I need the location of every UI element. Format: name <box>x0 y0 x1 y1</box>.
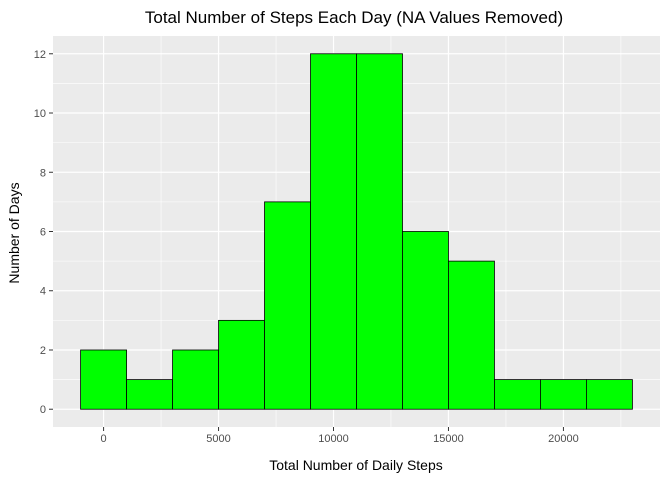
y-tick-label: 6 <box>40 227 46 239</box>
x-axis-title: Total Number of Daily Steps <box>269 457 443 473</box>
x-tick-label: 0 <box>101 433 107 445</box>
axis-ticks <box>49 53 564 431</box>
chart-title: Total Number of Steps Each Day (NA Value… <box>145 8 563 27</box>
x-tick-label: 5000 <box>206 433 230 445</box>
x-tick-labels: 0 5000 10000 15000 20000 <box>101 433 579 445</box>
y-tick-label: 10 <box>34 108 46 120</box>
histogram-bar <box>218 319 265 410</box>
histogram-bar <box>586 379 633 410</box>
y-tick-label: 2 <box>40 345 46 357</box>
histogram-bar <box>448 260 495 410</box>
histogram-bar <box>356 53 403 410</box>
y-tick-labels: 0 2 4 6 8 10 12 <box>34 49 46 416</box>
histogram-bar <box>126 379 173 410</box>
x-tick-label: 15000 <box>433 433 464 445</box>
y-tick-label: 8 <box>40 167 46 179</box>
x-tick-label: 10000 <box>318 433 349 445</box>
y-tick-label: 12 <box>34 49 46 61</box>
histogram-bar <box>540 379 587 410</box>
x-tick-label: 20000 <box>548 433 579 445</box>
histogram-bar <box>494 379 541 410</box>
histogram-bar <box>402 231 449 410</box>
histogram-bar <box>172 349 219 410</box>
histogram-bar <box>80 349 127 410</box>
histogram-bars <box>80 53 633 410</box>
y-axis-title: Number of Days <box>6 182 22 283</box>
histogram-bar <box>264 201 311 410</box>
y-tick-label: 4 <box>40 286 46 298</box>
histogram-bar <box>310 53 357 410</box>
y-tick-label: 0 <box>40 404 46 416</box>
